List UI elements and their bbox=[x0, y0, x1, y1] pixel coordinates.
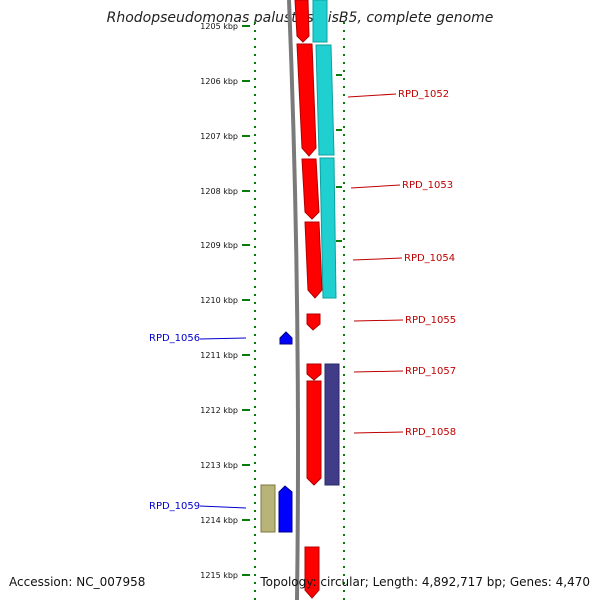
cds-arrow[interactable] bbox=[296, 43, 317, 157]
tick-label: 1215 kbp bbox=[200, 571, 238, 580]
leader-line bbox=[199, 337, 247, 340]
gene-label-rpd-1054[interactable]: RPD_1054 bbox=[404, 253, 455, 264]
tick-label: 1205 kbp bbox=[200, 22, 238, 31]
kbp-ticks: 1205 kbp 1206 kbp 1207 kbp 1208 kbp 1209… bbox=[200, 22, 342, 580]
tick-label: 1212 kbp bbox=[200, 406, 238, 415]
tick-label: 1213 kbp bbox=[200, 461, 238, 470]
gene-label-rpd-1053[interactable]: RPD_1053 bbox=[402, 180, 453, 191]
forward-cds-track bbox=[294, 0, 323, 599]
gene-label-rpd-1056[interactable]: RPD_1056 bbox=[149, 333, 200, 344]
leader-line bbox=[347, 93, 397, 98]
leader-line bbox=[353, 370, 404, 373]
gene-label-rpd-1059[interactable]: RPD_1059 bbox=[149, 501, 200, 512]
topology-text: Topology: circular; Length: 4,892,717 bp… bbox=[260, 575, 590, 589]
gene-label-rpd-1057[interactable]: RPD_1057 bbox=[405, 366, 456, 377]
cds-arrow[interactable] bbox=[304, 221, 323, 299]
genome-backbone bbox=[287, 0, 300, 600]
feature-block[interactable] bbox=[260, 484, 276, 533]
cds-arrow[interactable] bbox=[306, 380, 322, 486]
feature-block[interactable] bbox=[315, 44, 335, 156]
cds-arrow[interactable] bbox=[278, 485, 293, 533]
tick-label: 1207 kbp bbox=[200, 132, 238, 141]
cds-arrow[interactable] bbox=[279, 331, 293, 345]
accession-text: Accession: NC_007958 bbox=[9, 575, 146, 589]
tick-label: 1208 kbp bbox=[200, 187, 238, 196]
feature-block[interactable] bbox=[319, 157, 337, 299]
label-leaders bbox=[199, 93, 404, 509]
cds-arrow[interactable] bbox=[306, 363, 322, 381]
tick-label: 1211 kbp bbox=[200, 351, 238, 360]
feature-block[interactable] bbox=[324, 363, 340, 486]
gene-label-rpd-1055[interactable]: RPD_1055 bbox=[405, 315, 456, 326]
gene-labels: RPD_1052 RPD_1053 RPD_1054 RPD_1055 RPD_… bbox=[149, 89, 456, 512]
reverse-cds-track bbox=[260, 331, 293, 533]
leader-line bbox=[350, 184, 401, 189]
leader-line bbox=[353, 431, 404, 434]
tick-label: 1210 kbp bbox=[200, 296, 238, 305]
cds-arrow[interactable] bbox=[301, 158, 320, 220]
tick-label: 1206 kbp bbox=[200, 77, 238, 86]
feature-track-outer bbox=[312, 0, 340, 486]
cds-arrow[interactable] bbox=[304, 546, 320, 599]
tick-label: 1214 kbp bbox=[200, 516, 238, 525]
feature-block[interactable] bbox=[312, 0, 328, 43]
cds-arrow[interactable] bbox=[294, 0, 310, 43]
gene-label-rpd-1058[interactable]: RPD_1058 bbox=[405, 427, 456, 438]
leader-line bbox=[199, 505, 247, 509]
tick-label: 1209 kbp bbox=[200, 241, 238, 250]
leader-line bbox=[352, 257, 403, 261]
leader-line bbox=[353, 319, 404, 322]
cds-arrow[interactable] bbox=[306, 313, 321, 331]
gene-label-rpd-1052[interactable]: RPD_1052 bbox=[398, 89, 449, 100]
